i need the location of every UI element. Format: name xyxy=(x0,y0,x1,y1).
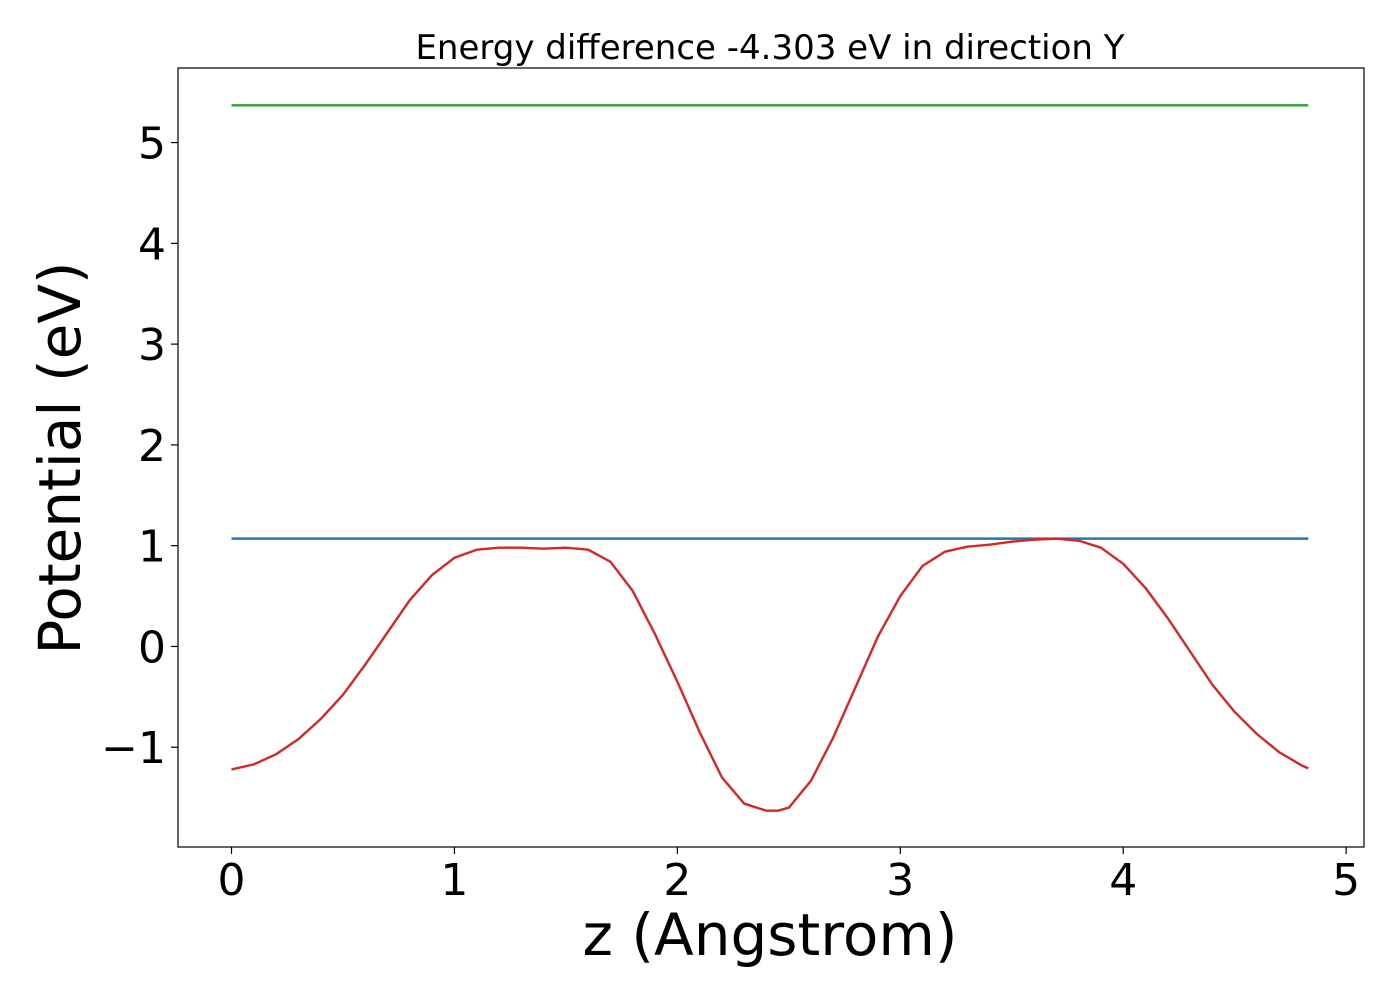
x-tick-label: 3 xyxy=(886,855,914,906)
x-tick-label: 5 xyxy=(1332,855,1360,906)
x-axis-ticks: 0 1 2 3 4 5 xyxy=(218,847,1360,906)
y-tick-label: 4 xyxy=(138,219,166,270)
y-tick-label: 3 xyxy=(138,320,166,371)
y-axis-ticks: −1 0 1 2 3 4 5 xyxy=(101,119,178,774)
plot-frame xyxy=(177,67,1365,848)
x-tick-label: 0 xyxy=(218,855,246,906)
y-tick-label: 2 xyxy=(138,421,166,472)
y-tick-label: 1 xyxy=(138,522,166,573)
x-tick-label: 1 xyxy=(440,855,468,906)
plot-area xyxy=(231,104,1309,812)
chart-title: Energy difference -4.303 eV in direction… xyxy=(415,28,1124,68)
y-tick-label: 5 xyxy=(138,119,166,170)
y-tick-label: −1 xyxy=(101,723,166,774)
y-axis-label: Potential (eV) xyxy=(26,261,94,654)
x-tick-label: 2 xyxy=(663,855,691,906)
x-axis-label: z (Angstrom) xyxy=(583,901,958,969)
y-tick-label: 0 xyxy=(138,622,166,673)
series-line-2 xyxy=(231,537,1309,812)
x-tick-label: 4 xyxy=(1109,855,1137,906)
